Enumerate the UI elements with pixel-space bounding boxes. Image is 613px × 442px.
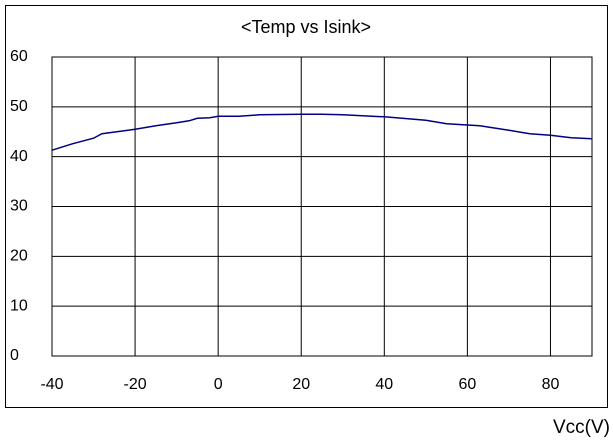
y-tick-label: 30 [10, 198, 28, 215]
y-tick-label: 50 [10, 98, 28, 115]
x-tick-label: 60 [458, 376, 476, 393]
x-tick-label: 40 [375, 376, 393, 393]
x-tick-label: 20 [292, 376, 310, 393]
y-tick-label: 40 [10, 148, 28, 165]
chart-frame [5, 5, 608, 408]
y-tick-label: 60 [10, 48, 28, 65]
plot-border [51, 56, 593, 357]
data-line [51, 113, 593, 151]
y-tick-label: 0 [10, 347, 19, 364]
x-tick-label: 0 [214, 376, 223, 393]
chart-title: <Temp vs Isink> [241, 17, 371, 37]
x-tick-label: 80 [542, 376, 560, 393]
x-tick-label: -20 [124, 376, 147, 393]
y-tick-label: 10 [10, 297, 28, 314]
y-tick-label: 20 [10, 248, 28, 265]
x-tick-label: -40 [40, 376, 63, 393]
x-axis-label: Vcc(V) [553, 417, 610, 438]
